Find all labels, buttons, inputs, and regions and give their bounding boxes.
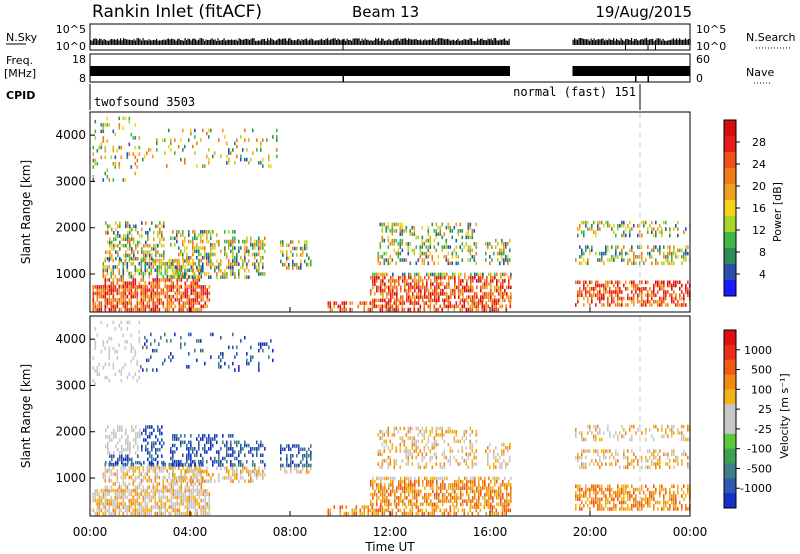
colorbar-swatch xyxy=(724,248,736,265)
y-tick-label: 1000 xyxy=(55,267,86,281)
freq-unit: [MHz] xyxy=(4,67,36,80)
y-tick-label: 2000 xyxy=(55,425,86,439)
colorbar-swatch xyxy=(724,152,736,169)
velocity-y-ticks: 1000 2000 3000 4000 xyxy=(55,332,95,485)
power-y-ticks: 1000 2000 3000 4000 xyxy=(55,128,95,281)
nave-tick-bottom: 0 xyxy=(696,72,703,85)
beam-label: Beam 13 xyxy=(352,3,419,21)
y-tick-label: 1000 xyxy=(55,471,86,485)
colorbar-swatch xyxy=(724,463,736,479)
colorbar-tick-label: 25 xyxy=(758,403,772,416)
x-tick-label: 20:00 xyxy=(573,525,608,539)
colorbar-swatch xyxy=(724,344,736,361)
cpid-label: CPID xyxy=(6,89,35,102)
colorbar-swatch xyxy=(724,359,736,375)
colorbar-swatch xyxy=(724,419,736,435)
x-tick-label: 00:00 xyxy=(73,525,108,539)
colorbar-swatch xyxy=(724,264,736,281)
velocity-panel: 1000 2000 3000 4000 Slant Range [km] 1000 50… xyxy=(19,315,791,517)
colorbar-tick-label: -25 xyxy=(754,423,772,436)
x-tick-label: 00:00 xyxy=(673,525,708,539)
cpid-segment-1: twofsound 3503 xyxy=(94,95,195,109)
colorbar-swatch xyxy=(724,330,736,346)
colorbar-swatch xyxy=(724,374,736,390)
velocity-colorbar: 1000 500 100 25 -25 -100 -500 -1000 xyxy=(723,329,772,509)
nave-label: Nave xyxy=(746,66,774,79)
nsearch-tick-top: 10^5 xyxy=(696,23,726,36)
colorbar-swatch xyxy=(724,404,736,420)
colorbar-swatch xyxy=(724,280,736,297)
colorbar-swatch xyxy=(724,493,736,509)
station-title: Rankin Inlet (fitACF) xyxy=(92,2,262,22)
colorbar-swatch xyxy=(724,478,736,494)
colorbar-tick-label: 1000 xyxy=(744,344,772,357)
power-colorbar-label: Power [dB] xyxy=(771,182,784,242)
cpid-segment-2: normal (fast) 151 xyxy=(513,85,636,99)
colorbar-tick-label: 100 xyxy=(751,383,772,396)
colorbar-swatch xyxy=(724,120,736,137)
y-tick-label: 2000 xyxy=(55,221,86,235)
colorbar-swatch xyxy=(724,232,736,249)
nsky-tick-top: 10^5 xyxy=(56,23,86,36)
velocity-ylabel: Slant Range [km] xyxy=(19,364,33,468)
x-axis-ticks: 00:00 04:00 08:00 12:00 16:00 20:00 00:00 xyxy=(73,307,708,539)
power-ylabel: Slant Range [km] xyxy=(19,160,33,264)
colorbar-swatch xyxy=(724,184,736,201)
colorbar-swatch xyxy=(724,389,736,405)
colorbar-swatch xyxy=(724,168,736,185)
nsearch-label: N.Search xyxy=(746,31,796,44)
colorbar-tick-label: 28 xyxy=(752,136,766,149)
nave-tick-top: 60 xyxy=(696,53,710,66)
nsearch-tick-bottom: 10^0 xyxy=(696,40,726,53)
power-panel: 1000 2000 3000 4000 Slant Range [km] 4 8 12 16… xyxy=(19,111,784,313)
colorbar-tick-label: 16 xyxy=(752,202,766,215)
nsky-trace xyxy=(90,38,691,50)
power-heatmap xyxy=(92,112,691,312)
nsky-panel xyxy=(89,23,691,51)
colorbar-swatch xyxy=(724,200,736,217)
freq-tick-bottom: 8 xyxy=(79,72,86,85)
x-tick-label: 12:00 xyxy=(373,525,408,539)
date-label: 19/Aug/2015 xyxy=(595,3,692,21)
colorbar-swatch xyxy=(724,216,736,233)
colorbar-tick-label: 8 xyxy=(759,246,766,259)
colorbar-tick-label: -1000 xyxy=(740,482,772,495)
x-tick-label: 08:00 xyxy=(273,525,308,539)
y-tick-label: 3000 xyxy=(55,378,86,392)
y-tick-label: 3000 xyxy=(55,174,86,188)
colorbar-tick-label: 12 xyxy=(752,224,766,237)
colorbar-swatch xyxy=(724,448,736,464)
colorbar-tick-label: 24 xyxy=(752,158,766,171)
velocity-colorbar-label: Velocity [m s⁻¹] xyxy=(778,373,791,458)
x-tick-label: 04:00 xyxy=(173,525,208,539)
velocity-heatmap xyxy=(92,316,691,516)
nsky-tick-bottom: 10^0 xyxy=(56,40,86,53)
colorbar-swatch xyxy=(724,136,736,153)
x-axis-label: Time UT xyxy=(364,540,415,554)
colorbar-tick-label: 500 xyxy=(751,364,772,377)
power-colorbar: 4 8 12 16 20 24 28 xyxy=(723,119,766,297)
colorbar-tick-label: -500 xyxy=(747,462,772,475)
colorbar-tick-label: 4 xyxy=(759,268,766,281)
y-tick-label: 4000 xyxy=(55,128,86,142)
y-tick-label: 4000 xyxy=(55,332,86,346)
colorbar-tick-label: 20 xyxy=(752,180,766,193)
freq-trace xyxy=(90,66,690,82)
freq-label: Freq. xyxy=(6,54,33,67)
freq-tick-top: 18 xyxy=(72,53,86,66)
colorbar-swatch xyxy=(724,433,736,450)
nsky-label: N.Sky xyxy=(6,31,38,44)
colorbar-tick-label: -100 xyxy=(747,443,772,456)
x-tick-label: 16:00 xyxy=(473,525,508,539)
